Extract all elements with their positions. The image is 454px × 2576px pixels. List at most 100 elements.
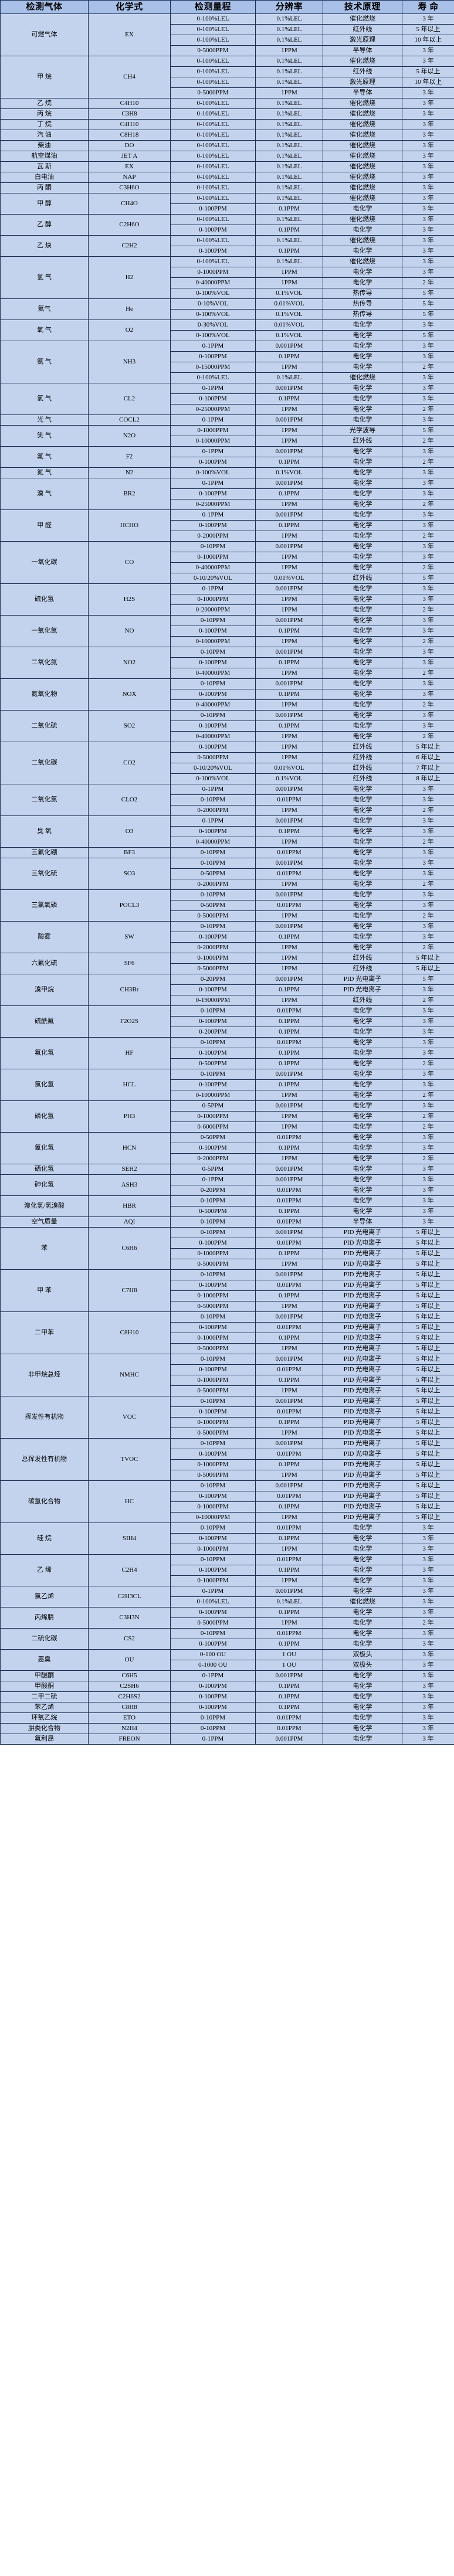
detection-range-cell: 0-5000PPM (170, 1470, 256, 1481)
technology-cell: 电化学 (323, 1206, 402, 1217)
resolution-cell: 0.001PPM (255, 383, 323, 394)
table-row: 硒化氢 SEH2 0-5PPM 0.001PPM 电化学 3 年 (0, 1164, 454, 1175)
table-row: 一氧化氮 NO 0-10PPM 0.001PPM 电化学 3 年 (0, 615, 454, 647)
detection-range-cell: 0-100%LEL (170, 161, 256, 172)
detection-range-cell: 0-100%LEL (170, 130, 256, 141)
technology-cell: 电化学 (323, 499, 402, 510)
detection-range-cell: 0-50PPM (170, 868, 256, 879)
technology-cell: 电化学 (323, 826, 402, 837)
gas-name-cell: 甲酸酮 (0, 1681, 89, 1692)
chemical-formula-cell: N2O (88, 425, 171, 447)
gas-name-cell: 乙 炔 (0, 235, 89, 257)
technology-cell: 电化学 (323, 246, 402, 257)
technology-cell: 催化燃烧 (323, 172, 402, 183)
technology-cell: 电化学 (323, 1037, 402, 1048)
table-row: 0-5000PPM 1PPM PID 光电离子 5 年以上 (1, 1343, 454, 1354)
lifespan-cell: 5 年以上 (402, 953, 454, 964)
detection-range-cell: 0-100PPM (170, 457, 256, 468)
table-row: 氢 气 H2 0-100%LEL 0.1%LEL 催化燃烧 3 年 (0, 256, 454, 299)
gas-name-cell: 丙 酮 (0, 182, 89, 193)
technology-cell: 半导体 (323, 45, 402, 56)
table-row: 丙 酮 C3H6O 0-100%LEL 0.1%LEL 催化燃烧 3 年 (0, 182, 454, 193)
gas-name-cell: 可燃气体 (0, 13, 89, 56)
detection-range-cell: 0-100%LEL (170, 119, 256, 130)
detection-range-cell: 0-10/20%VOL (170, 573, 256, 584)
detection-range-cell: 0-100%LEL (170, 35, 256, 46)
chemical-formula-cell: HBR (88, 1195, 171, 1217)
lifespan-cell: 3 年 (402, 678, 454, 689)
resolution-cell: 0.001PPM (255, 414, 323, 426)
technology-cell: 电化学 (323, 341, 402, 352)
lifespan-cell: 5 年以上 (402, 1480, 454, 1491)
table-row: 瓦 斯 EX 0-100%LEL 0.1%LEL 催化燃烧 3 年 (0, 161, 454, 172)
resolution-cell: 0.01%VOL (255, 320, 323, 331)
table-row: 0-100PPM 0.1PPM 电化学 3 年 (1, 932, 454, 943)
lifespan-cell: 3 年 (402, 1048, 454, 1059)
detection-range-cell: 0-100%LEL (170, 193, 256, 204)
chemical-formula-cell: SO2 (88, 710, 171, 742)
technology-cell: 电化学 (323, 879, 402, 890)
detection-range-cell: 0-25000PPM (170, 404, 256, 415)
table-row: 总挥发性有机物 TVOC 0-10PPM 0.001PPM PID 光电离子 5 年以上 (0, 1438, 454, 1481)
resolution-cell: 0.1%VOL (255, 467, 323, 478)
lifespan-cell: 3 年 (402, 1670, 454, 1681)
column-header-formula: 化学式 (88, 0, 171, 14)
technology-cell: 电化学 (323, 1058, 402, 1069)
column-header-resolution: 分辨率 (255, 0, 323, 14)
chemical-formula-cell: C2H4 (88, 1554, 171, 1586)
detection-range-cell: 0-100%LEL (170, 256, 256, 267)
detection-range-cell: 0-5000PPM (170, 963, 256, 974)
detection-range-cell: 0-100PPM (170, 351, 256, 362)
detection-range-cell: 0-10PPM (170, 1195, 256, 1207)
chemical-formula-cell: C2H3CL (88, 1586, 171, 1608)
table-row: 0-100%VOL 0.1%VOL 热传导 5 年 (1, 309, 454, 320)
technology-cell: 电化学 (323, 277, 402, 288)
lifespan-cell: 3 年 (402, 1702, 454, 1713)
detection-range-cell: 0-10PPM (170, 1712, 256, 1724)
lifespan-cell: 5 年 (402, 974, 454, 985)
technology-cell: 电化学 (323, 1554, 402, 1565)
technology-cell: 红外线 (323, 963, 402, 974)
resolution-cell: 0.001PPM (255, 974, 323, 985)
resolution-cell: 0.1PPM (255, 393, 323, 405)
chemical-formula-cell: HCHO (88, 509, 171, 542)
resolution-cell: 1PPM (255, 404, 323, 415)
lifespan-cell: 5 年 (402, 309, 454, 320)
technology-cell: 电化学 (323, 1143, 402, 1154)
table-row: 溴 气 BR2 0-1PPM 0.001PPM 电化学 3 年 (0, 478, 454, 510)
resolution-cell: 0.1%VOL (255, 309, 323, 320)
lifespan-cell: 2 年 (402, 562, 454, 573)
gas-name-cell: 二氧化碳 (0, 742, 89, 784)
table-row: 空气质量 AQI 0-10PPM 0.01PPM 半导体 3 年 (0, 1216, 454, 1228)
lifespan-cell: 5 年以上 (402, 1280, 454, 1291)
resolution-cell: 1PPM (255, 436, 323, 447)
chemical-formula-cell: HCL (88, 1069, 171, 1101)
resolution-cell: 0.1PPM (255, 1459, 323, 1470)
gas-name-cell: 磷化氢 (0, 1100, 89, 1133)
chemical-formula-cell: H2 (88, 256, 171, 299)
resolution-cell: 0.01PPM (255, 1723, 323, 1734)
technology-cell: 电化学 (323, 1523, 402, 1534)
technology-cell: 电化学 (323, 1069, 402, 1080)
resolution-cell: 1PPM (255, 742, 323, 753)
technology-cell: 催化燃烧 (323, 130, 402, 141)
table-row: 0-100PPM 0.01PPM PID 光电离子 5 年以上 (1, 1406, 454, 1418)
detection-range-cell: 0-6000PPM (170, 1122, 256, 1133)
resolution-cell: 0.1%LEL (255, 56, 323, 67)
resolution-cell: 0.01PPM (255, 1195, 323, 1207)
table-row: 氦气 He 0-10%VOL 0.01%VOL 热传导 5 年 (0, 298, 454, 320)
chemical-formula-cell: C2H2 (88, 235, 171, 257)
technology-cell: 电化学 (323, 1195, 402, 1207)
lifespan-cell: 3 年 (402, 721, 454, 732)
resolution-cell: 0.1PPM (255, 657, 323, 668)
lifespan-cell: 2 年 (402, 404, 454, 415)
detection-range-cell: 0-40000PPM (170, 668, 256, 679)
detection-range-cell: 0-1000PPM (170, 594, 256, 605)
table-row: 0-40000PPM 1PPM 电化学 2 年 (1, 668, 454, 679)
gas-name-cell: 氮 气 (0, 467, 89, 478)
lifespan-cell: 3 年 (402, 119, 454, 130)
lifespan-cell: 2 年 (402, 362, 454, 373)
chemical-formula-cell: CL2 (88, 383, 171, 415)
detection-range-cell: 0-20000PPM (170, 604, 256, 616)
lifespan-cell: 3 年 (402, 784, 454, 795)
